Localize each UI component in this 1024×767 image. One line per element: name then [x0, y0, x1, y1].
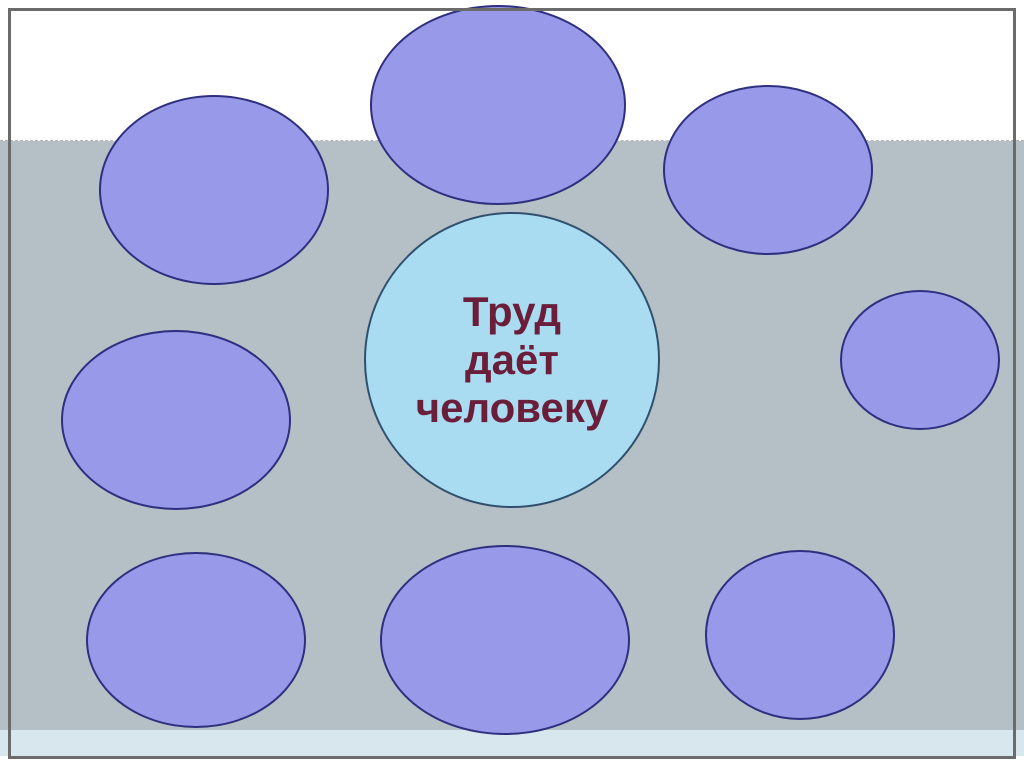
slide: Труд даёт человеку	[0, 0, 1024, 767]
slide-border	[8, 8, 1016, 759]
